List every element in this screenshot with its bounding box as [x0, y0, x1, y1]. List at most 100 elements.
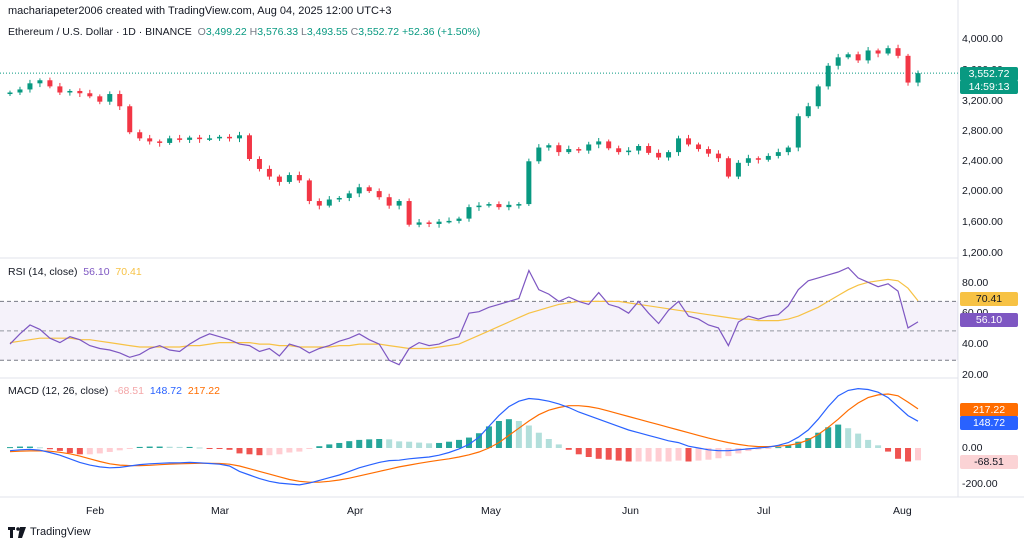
- low-value: 3,493.55: [306, 26, 348, 38]
- candle-body: [606, 141, 612, 149]
- footer: TradingView: [8, 526, 91, 538]
- candle-body: [67, 90, 73, 93]
- macd-hist-bar: [745, 448, 752, 452]
- high-value: 3,576.33: [257, 26, 299, 38]
- bar-countdown-tag: 14:59:13: [960, 80, 1018, 94]
- candle-body: [915, 73, 921, 83]
- rsi-legend: RSI (14, close) 56.10 70.41: [8, 266, 142, 278]
- candle-body: [426, 222, 432, 224]
- macd-hist-bar: [515, 421, 522, 448]
- macd-title: MACD (12, 26, close): [8, 385, 109, 397]
- macd-hist-bar: [86, 448, 93, 455]
- macd-hist-bar: [406, 441, 413, 448]
- candle-body: [37, 80, 43, 84]
- macd-line-value: 148.72: [149, 385, 182, 397]
- month-mar: Mar: [211, 505, 230, 517]
- macd-hist-bar: [735, 448, 742, 454]
- candle-body: [197, 137, 203, 140]
- macd-hist-bar: [875, 445, 882, 448]
- candle-body: [576, 149, 582, 151]
- macd-hist-bar: [485, 426, 492, 448]
- macd-line: [9, 387, 919, 486]
- macd-hist-bar: [825, 427, 832, 448]
- close-label: C: [350, 26, 359, 38]
- candle-body: [705, 149, 711, 154]
- macd-hist-bar: [555, 444, 562, 448]
- candle-body: [296, 175, 302, 181]
- price-tick-1600: 1,600.00: [962, 216, 1003, 228]
- macd-hist-bar: [685, 448, 692, 462]
- price-tick-3200: 3,200.00: [962, 95, 1003, 107]
- candle-body: [885, 48, 891, 54]
- macd-tick-0: 0.00: [962, 442, 983, 454]
- candle-body: [117, 94, 123, 107]
- symbol-name: Ethereum / U.S. Dollar · 1D · BINANCE: [8, 26, 192, 38]
- macd-hist-bar: [266, 448, 273, 456]
- macd-hist-bar: [166, 446, 173, 448]
- symbol-legend: Ethereum / U.S. Dollar · 1D · BINANCE O3…: [8, 26, 480, 38]
- candle-body: [406, 201, 412, 225]
- candle-body: [596, 141, 602, 145]
- candle-body: [316, 201, 322, 206]
- macd-hist-bar: [36, 447, 43, 449]
- candle-body: [725, 158, 731, 177]
- candle-body: [366, 187, 372, 192]
- macd-hist-bar: [436, 442, 443, 448]
- candle-body: [436, 221, 442, 224]
- macd-hist-bar: [915, 448, 921, 461]
- macd-hist-bar: [7, 447, 13, 449]
- macd-hist-bar: [775, 447, 782, 449]
- candle-body: [636, 146, 642, 151]
- macd-hist-bar: [16, 446, 23, 448]
- candle-body: [306, 180, 312, 202]
- candle-body: [676, 138, 682, 153]
- price-tick-4000: 4,000.00: [962, 33, 1003, 45]
- macd-hist-bar: [286, 448, 293, 453]
- price-tick-2000: 2,000.00: [962, 185, 1003, 197]
- rsi-value: 56.10: [83, 266, 110, 278]
- rsi-ma-tag: 70.41: [960, 292, 1018, 306]
- macd-hist-bar: [495, 421, 502, 448]
- candle-body: [546, 145, 552, 148]
- macd-hist-bar: [136, 446, 143, 448]
- month-feb: Feb: [86, 505, 105, 517]
- candle-body: [57, 86, 63, 93]
- candle-body: [127, 106, 133, 133]
- candle-body: [87, 93, 93, 97]
- candle-body: [616, 148, 622, 153]
- candle-body: [556, 145, 562, 153]
- macd-hist-bar: [565, 448, 572, 450]
- macd-hist-bar: [615, 448, 622, 461]
- macd-hist-bar: [465, 437, 472, 448]
- price-tick-2400: 2,400.00: [962, 155, 1003, 167]
- macd-hist-bar: [456, 439, 463, 448]
- macd-hist-bar: [595, 448, 602, 459]
- macd-hist-bar: [246, 448, 253, 455]
- candle-body: [845, 54, 851, 58]
- macd-hist-bar: [535, 432, 542, 448]
- macd-hist-bar: [56, 448, 63, 451]
- candle-body: [137, 132, 143, 139]
- candle-body: [735, 162, 741, 177]
- macd-hist-tag: -68.51: [960, 455, 1018, 469]
- candle-body: [626, 150, 632, 153]
- candle-body: [536, 147, 542, 162]
- macd-hist-bar: [186, 446, 193, 448]
- candle-body: [356, 187, 362, 194]
- candle-body: [715, 153, 721, 159]
- macd-hist-bar: [545, 439, 552, 448]
- candle-body: [496, 204, 502, 208]
- macd-hist-bar: [96, 448, 103, 454]
- macd-hist-bar: [306, 448, 313, 449]
- macd-hist-bar: [795, 441, 802, 448]
- rsi-tag: 56.10: [960, 313, 1018, 327]
- candle-body: [566, 149, 572, 153]
- candle-body: [47, 80, 53, 87]
- macd-hist-bar: [725, 448, 732, 457]
- macd-signal-value: 217.22: [187, 385, 220, 397]
- macd-hist-bar: [366, 439, 373, 448]
- last-price-tag: 3,552.72: [960, 67, 1018, 81]
- macd-hist-bar: [845, 428, 852, 448]
- candle-body: [815, 86, 821, 107]
